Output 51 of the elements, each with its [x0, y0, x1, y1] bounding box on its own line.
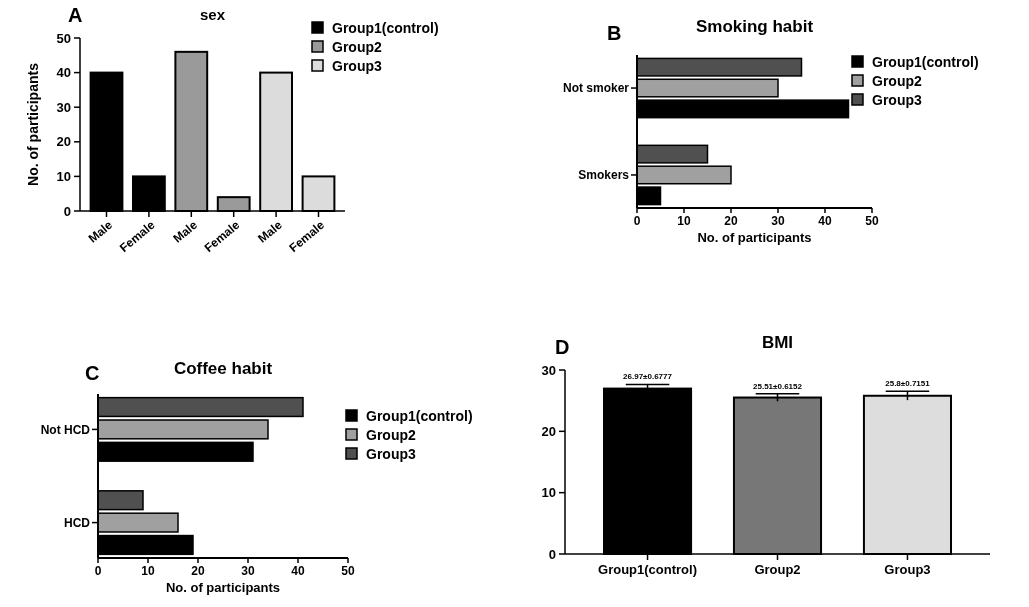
data-label: 25.51±0.6152	[753, 381, 803, 391]
legend-label: Group2	[366, 426, 416, 443]
x-tick-label: Group2	[754, 562, 801, 577]
y-tick-label: 20	[56, 134, 71, 150]
x-tick-label: 20	[724, 214, 738, 228]
legend-label: Group3	[366, 445, 416, 462]
y-tick-label: Not smoker	[562, 81, 630, 96]
chart-title: sex	[199, 6, 226, 23]
x-tick-label: 50	[341, 564, 355, 578]
legend-label: Group1(control)	[366, 407, 473, 424]
x-tick-label: 30	[771, 214, 785, 228]
y-tick-label: 50	[56, 30, 71, 46]
chart-title: Smoking habit	[695, 17, 814, 36]
x-tick-label: 50	[865, 214, 879, 228]
x-tick-label: Group1(control)	[598, 562, 697, 577]
y-tick-label: 10	[541, 485, 556, 501]
text: A	[68, 4, 83, 26]
text: D	[555, 336, 570, 358]
legend-label: Group1(control)	[332, 19, 439, 36]
text: B	[607, 22, 622, 44]
legend-label: Group2	[872, 72, 922, 89]
x-tick-label: 0	[94, 564, 102, 578]
data-label: 26.97±0.6777	[623, 372, 673, 382]
y-tick-label: 40	[56, 65, 71, 81]
x-tick-label: Group3	[884, 562, 931, 577]
y-tick-label: 20	[541, 423, 556, 439]
y-tick-label: 10	[56, 168, 71, 184]
legend-label: Group3	[332, 57, 382, 74]
chart-title: Coffee habit	[173, 359, 273, 378]
chart-title: BMI	[761, 333, 794, 352]
x-tick-label: 10	[677, 214, 691, 228]
legend-label: Group3	[872, 91, 922, 108]
x-tick-label: 20	[191, 564, 205, 578]
y-tick-label: Not HCD	[40, 422, 91, 437]
y-tick-label: HCD	[64, 515, 91, 530]
x-tick-label: 0	[633, 214, 641, 228]
x-axis-title: No. of participants	[697, 230, 812, 245]
x-tick-label: 40	[818, 214, 832, 228]
legend-label: Group1(control)	[872, 53, 979, 70]
y-axis-title: No. of participants	[25, 62, 41, 186]
y-tick-label: 30	[541, 362, 556, 378]
x-tick-label: 30	[241, 564, 255, 578]
x-axis-title: No. of participants	[165, 580, 281, 595]
legend-label: Group2	[332, 38, 382, 55]
y-tick-label: Smokers	[578, 168, 630, 183]
y-tick-label: 30	[56, 99, 71, 115]
x-tick-label: 40	[291, 564, 305, 578]
data-label: 25.8±0.7151	[885, 379, 931, 389]
x-tick-label: 10	[141, 564, 155, 578]
y-tick-label: 0	[548, 546, 556, 562]
text: C	[85, 362, 100, 384]
